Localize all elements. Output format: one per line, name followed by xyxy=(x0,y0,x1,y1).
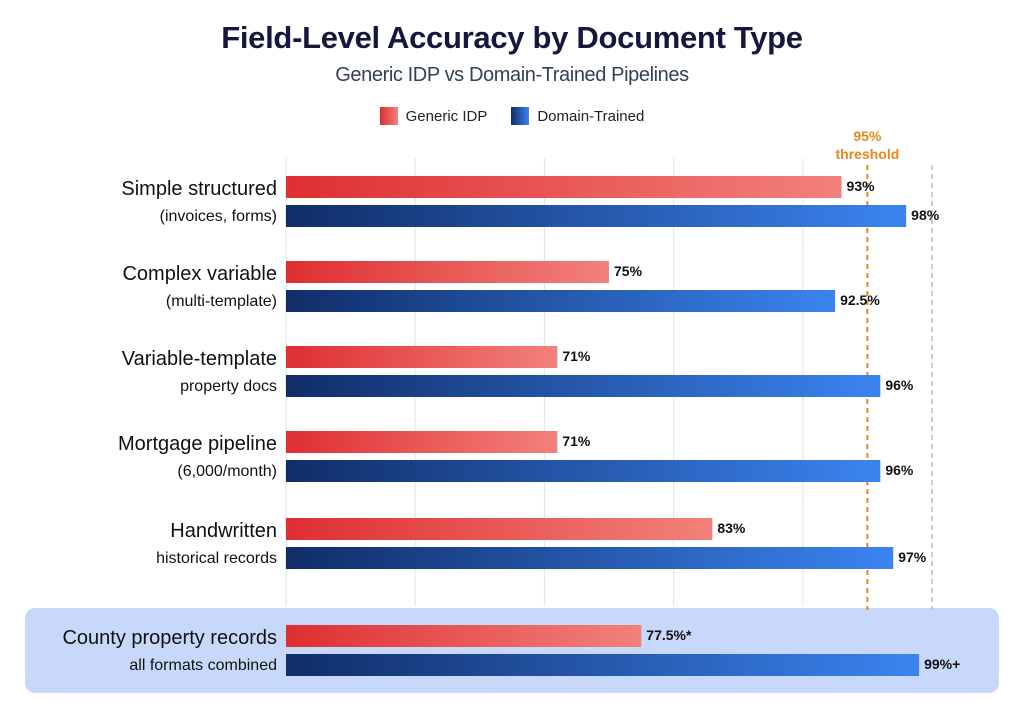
category-sublabel: property docs xyxy=(180,378,277,395)
category-sublabel: historical records xyxy=(156,550,277,567)
category-sublabel: (multi-template) xyxy=(166,293,277,310)
legend-label-generic: Generic IDP xyxy=(405,107,488,125)
highlight-panel xyxy=(25,608,999,693)
bar-domain xyxy=(286,654,920,676)
bar-domain xyxy=(286,547,894,569)
legend-label-domain: Domain-Trained xyxy=(537,107,645,125)
legend-swatch-generic xyxy=(379,107,398,125)
data-label: 99%+ xyxy=(924,656,960,672)
chart-subtitle: Generic IDP vs Domain-Trained Pipelines xyxy=(335,64,689,86)
data-label: 93% xyxy=(847,178,876,194)
data-label: 92.5% xyxy=(840,292,880,308)
data-label: 96% xyxy=(885,462,914,478)
data-label: 97% xyxy=(898,549,927,565)
data-label: 98% xyxy=(911,207,940,223)
category-label: Variable-template xyxy=(122,348,277,370)
chart-title: Field-Level Accuracy by Document Type xyxy=(221,20,803,55)
category-label: Complex variable xyxy=(122,263,277,285)
bar-generic xyxy=(286,176,842,198)
bar-generic xyxy=(286,346,558,368)
bar-generic xyxy=(286,625,642,647)
bar-generic xyxy=(286,261,609,283)
legend-swatch-domain xyxy=(511,107,530,125)
bar-generic xyxy=(286,431,558,453)
threshold-label-value: 95% xyxy=(853,128,882,144)
category-sublabel: all formats combined xyxy=(129,657,277,674)
data-label: 96% xyxy=(885,377,914,393)
legend-item-generic: Generic IDP xyxy=(379,107,488,125)
category-label: Simple structured xyxy=(121,178,277,200)
legend-item-domain: Domain-Trained xyxy=(511,107,644,125)
category-sublabel: (invoices, forms) xyxy=(160,208,277,225)
category-label: County property records xyxy=(62,627,277,649)
data-label: 71% xyxy=(562,433,591,449)
threshold-label-text: threshold xyxy=(836,146,900,162)
bar-domain xyxy=(286,460,881,482)
bar-domain xyxy=(286,290,836,312)
data-label: 77.5%* xyxy=(646,627,692,643)
data-label: 71% xyxy=(562,348,591,364)
bar-generic xyxy=(286,518,713,540)
category-label: Mortgage pipeline xyxy=(118,433,277,455)
category-label: Handwritten xyxy=(170,520,277,542)
bar-domain xyxy=(286,375,881,397)
data-label: 75% xyxy=(614,263,643,279)
bar-domain xyxy=(286,205,907,227)
data-label: 83% xyxy=(717,520,746,536)
category-sublabel: (6,000/month) xyxy=(177,463,277,480)
legend: Generic IDP Domain-Trained xyxy=(0,107,1024,125)
